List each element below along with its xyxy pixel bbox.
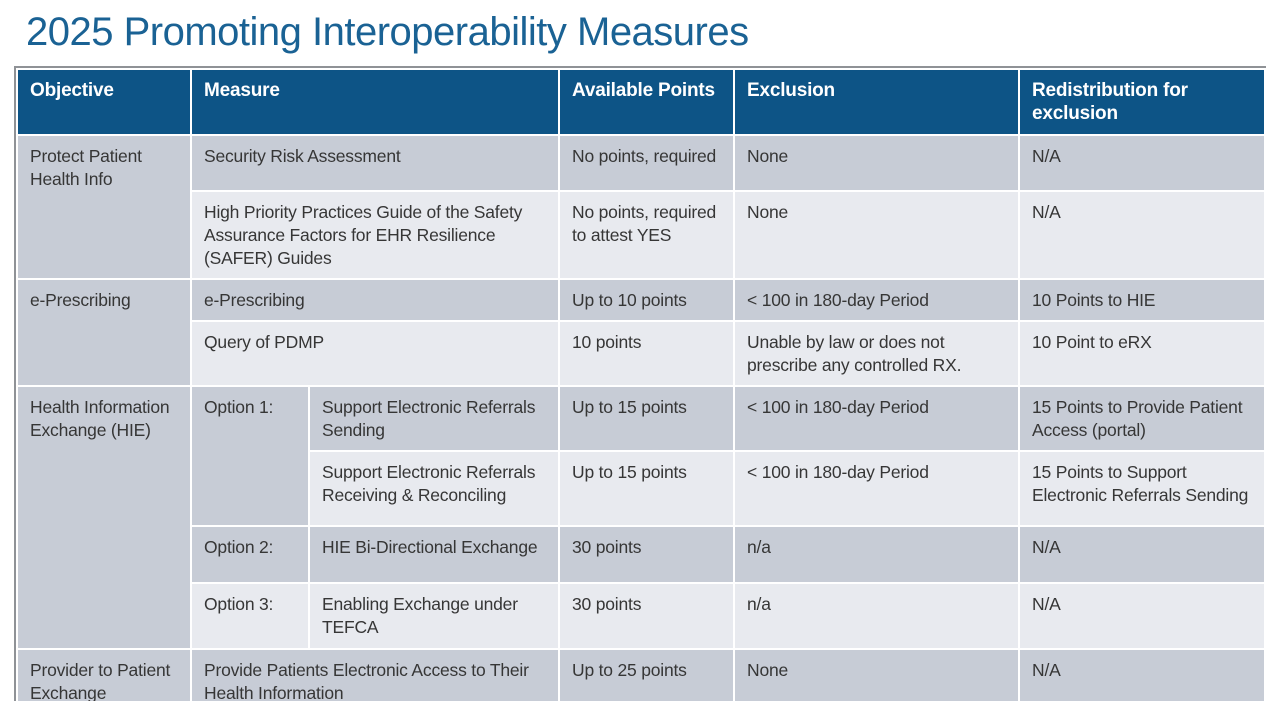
points-cell: 10 points: [558, 319, 736, 388]
points-cell: 30 points: [558, 525, 736, 585]
objective-cell: e-Prescribing: [16, 277, 192, 388]
option-cell: Option 1:: [190, 385, 310, 528]
redistribution-cell: N/A: [1018, 189, 1267, 280]
column-header-objective: Objective: [16, 68, 192, 136]
measure-cell: Query of PDMP: [189, 319, 561, 388]
option-cell: Option 2:: [190, 525, 310, 585]
points-cell: 30 points: [558, 582, 736, 650]
redistribution-cell: 10 Point to eRX: [1018, 319, 1267, 388]
table-row: Query of PDMP 10 points Unable by law or…: [17, 319, 1267, 388]
measures-table: Objective Measure Available Points Exclu…: [16, 68, 1267, 701]
table-row: e-Prescribing e-Prescribing Up to 10 poi…: [16, 277, 1267, 388]
points-cell: Up to 15 points: [558, 450, 736, 528]
points-cell: Up to 15 points: [558, 385, 736, 453]
page-title: 2025 Promoting Interoperability Measures: [26, 10, 749, 54]
column-header-measure: Measure: [189, 68, 561, 136]
measure-cell: Support Electronic Referrals Sending: [307, 385, 561, 453]
exclusion-cell: None: [733, 189, 1021, 280]
exclusion-cell: < 100 in 180-day Period: [733, 450, 1021, 528]
table-row: Health Information Exchange (HIE) Option…: [16, 385, 1267, 650]
redistribution-cell: N/A: [1018, 525, 1267, 585]
table-row: Support Electronic Referrals Receiving &…: [17, 450, 1267, 528]
objective-cell: Protect Patient Health Info: [16, 133, 192, 280]
points-cell: No points, required: [558, 133, 736, 192]
redistribution-cell: 15 Points to Support Electronic Referral…: [1018, 450, 1267, 528]
table-row: Protect Patient Health Info Security Ris…: [16, 133, 1267, 280]
exclusion-cell: < 100 in 180-day Period: [733, 277, 1021, 322]
measure-cell: e-Prescribing: [189, 277, 561, 322]
redistribution-cell: N/A: [1018, 133, 1267, 192]
points-cell: Up to 25 points: [558, 647, 736, 701]
table-row: Option 3: Enabling Exchange under TEFCA …: [17, 582, 1267, 650]
redistribution-cell: N/A: [1018, 647, 1267, 701]
objective-cell: Provider to Patient Exchange: [16, 647, 192, 701]
redistribution-cell: 15 Points to Provide Patient Access (por…: [1018, 385, 1267, 453]
measure-cell: Support Electronic Referrals Receiving &…: [307, 450, 561, 528]
exclusion-cell: n/a: [733, 582, 1021, 650]
exclusion-cell: None: [733, 647, 1021, 701]
exclusion-cell: n/a: [733, 525, 1021, 585]
measure-cell: High Priority Practices Guide of the Saf…: [189, 189, 561, 280]
redistribution-cell: N/A: [1018, 582, 1267, 650]
exclusion-cell: None: [733, 133, 1021, 192]
header-row: Objective Measure Available Points Exclu…: [16, 68, 1267, 136]
column-header-available-points: Available Points: [558, 68, 736, 136]
column-header-redistribution: Redistribution for exclusion: [1018, 68, 1267, 136]
table-row: Provider to Patient Exchange Provide Pat…: [16, 647, 1267, 701]
column-header-exclusion: Exclusion: [733, 68, 1021, 136]
option-cell: Option 3:: [190, 582, 310, 650]
exclusion-cell: < 100 in 180-day Period: [733, 385, 1021, 453]
measure-cell: Security Risk Assessment: [189, 133, 561, 192]
objective-cell: Health Information Exchange (HIE): [16, 385, 192, 650]
redistribution-cell: 10 Points to HIE: [1018, 277, 1267, 322]
points-cell: No points, required to attest YES: [558, 189, 736, 280]
points-cell: Up to 10 points: [558, 277, 736, 322]
table-row: High Priority Practices Guide of the Saf…: [17, 189, 1267, 280]
table-row: Option 2: HIE Bi-Directional Exchange 30…: [17, 525, 1267, 585]
measures-table-container: Objective Measure Available Points Exclu…: [14, 66, 1267, 701]
exclusion-cell: Unable by law or does not prescribe any …: [733, 319, 1021, 388]
measure-cell: Enabling Exchange under TEFCA: [307, 582, 561, 650]
measure-cell: Provide Patients Electronic Access to Th…: [189, 647, 561, 701]
measure-cell: HIE Bi-Directional Exchange: [307, 525, 561, 585]
